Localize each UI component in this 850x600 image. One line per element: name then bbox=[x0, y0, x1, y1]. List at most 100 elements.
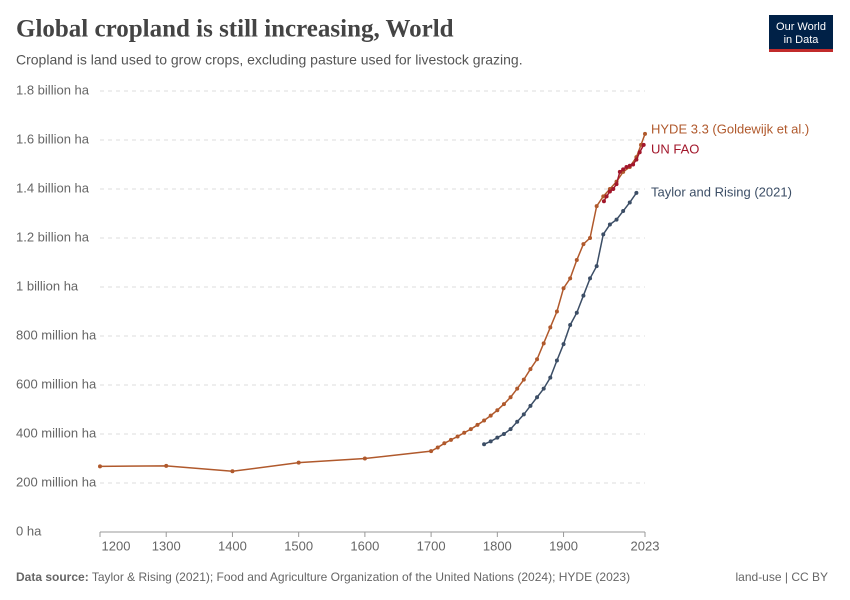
y-tick-label: 200 million ha bbox=[16, 474, 97, 489]
data-point bbox=[548, 375, 553, 380]
data-point bbox=[482, 442, 487, 447]
data-point bbox=[614, 182, 619, 187]
license: land-use | CC BY bbox=[736, 570, 829, 584]
data-point bbox=[554, 358, 559, 363]
data-point bbox=[230, 469, 235, 474]
data-point bbox=[528, 367, 533, 372]
x-tick-label: 1400 bbox=[218, 538, 247, 553]
chart-subtitle: Cropland is land used to grow crops, exc… bbox=[16, 52, 523, 68]
data-point bbox=[521, 377, 526, 382]
data-point bbox=[455, 434, 460, 439]
data-point bbox=[574, 310, 579, 315]
data-point bbox=[528, 403, 533, 408]
y-tick-label: 600 million ha bbox=[16, 376, 97, 391]
data-point bbox=[627, 163, 632, 168]
source-note: Data source: Taylor & Rising (2021); Foo… bbox=[16, 570, 630, 584]
data-point bbox=[521, 412, 526, 417]
data-point bbox=[631, 162, 636, 167]
data-point bbox=[621, 167, 626, 172]
data-point bbox=[508, 395, 513, 400]
data-point bbox=[98, 464, 102, 469]
data-point bbox=[508, 427, 513, 432]
x-tick-label: 1500 bbox=[284, 538, 313, 553]
data-point bbox=[554, 309, 559, 314]
data-point bbox=[643, 131, 647, 136]
data-point bbox=[296, 460, 301, 465]
series-label: UN FAO bbox=[651, 141, 699, 156]
data-point bbox=[634, 157, 639, 162]
data-point bbox=[488, 439, 493, 444]
data-point bbox=[594, 204, 599, 209]
x-tick-label: 2023 bbox=[631, 538, 660, 553]
data-point bbox=[621, 209, 626, 214]
data-point bbox=[594, 264, 599, 269]
series-line bbox=[99, 133, 646, 472]
data-point bbox=[495, 435, 500, 440]
x-tick-label: 1300 bbox=[152, 538, 181, 553]
data-point bbox=[495, 408, 500, 413]
data-point bbox=[488, 413, 493, 418]
data-point bbox=[501, 402, 506, 407]
data-point bbox=[601, 199, 606, 204]
data-point bbox=[601, 194, 606, 199]
x-tick-label: 1200 bbox=[102, 538, 131, 553]
series-label: HYDE 3.3 (Goldewijk et al.) bbox=[651, 121, 809, 136]
logo-text: in Data bbox=[784, 34, 820, 46]
source-label: Data source: bbox=[16, 570, 89, 584]
data-point bbox=[627, 200, 632, 205]
data-point bbox=[568, 322, 573, 327]
logo-text: Our World bbox=[776, 21, 826, 33]
data-point bbox=[617, 169, 622, 174]
data-point bbox=[641, 142, 646, 147]
x-tick-label: 1900 bbox=[549, 538, 578, 553]
data-point bbox=[515, 386, 520, 391]
data-point bbox=[561, 286, 566, 291]
data-point bbox=[607, 222, 612, 227]
y-tick-label: 1.6 billion ha bbox=[16, 131, 90, 146]
data-point bbox=[588, 236, 593, 240]
data-point bbox=[429, 449, 434, 454]
data-point bbox=[624, 164, 629, 169]
data-point bbox=[607, 189, 612, 194]
y-tick-label: 400 million ha bbox=[16, 425, 97, 440]
data-point bbox=[535, 395, 540, 400]
source-text: Taylor & Rising (2021); Food and Agricul… bbox=[92, 570, 630, 584]
data-point bbox=[614, 217, 619, 222]
data-point bbox=[601, 232, 606, 237]
data-point bbox=[448, 437, 453, 442]
logo-stripe bbox=[769, 49, 833, 52]
x-tick-label: 1700 bbox=[417, 538, 446, 553]
data-point bbox=[501, 432, 506, 436]
chart-title: Global cropland is still increasing, Wor… bbox=[16, 16, 454, 43]
x-tick-label: 1600 bbox=[350, 538, 379, 553]
data-point bbox=[515, 419, 520, 424]
data-point bbox=[468, 427, 473, 432]
y-tick-label: 1.4 billion ha bbox=[16, 180, 90, 195]
data-point bbox=[462, 430, 467, 435]
y-tick-label: 800 million ha bbox=[16, 327, 97, 342]
data-point bbox=[637, 150, 642, 155]
data-point bbox=[561, 342, 566, 347]
y-tick-label: 0 ha bbox=[16, 523, 42, 538]
data-point bbox=[574, 258, 579, 263]
data-point bbox=[604, 194, 609, 199]
data-point bbox=[164, 463, 169, 468]
series-label: Taylor and Rising (2021) bbox=[651, 184, 792, 199]
data-point bbox=[634, 190, 639, 195]
data-point bbox=[548, 325, 553, 330]
series-line bbox=[483, 192, 638, 445]
data-point bbox=[482, 418, 487, 423]
logo-box bbox=[769, 15, 833, 52]
data-point bbox=[568, 276, 573, 281]
data-point bbox=[581, 242, 586, 247]
data-point bbox=[588, 276, 593, 281]
data-point bbox=[362, 456, 367, 461]
data-point bbox=[541, 341, 546, 346]
data-point bbox=[442, 441, 447, 446]
data-point bbox=[535, 357, 540, 362]
y-tick-label: 1.2 billion ha bbox=[16, 229, 90, 244]
y-tick-label: 1 billion ha bbox=[16, 278, 79, 293]
data-point bbox=[611, 187, 616, 191]
